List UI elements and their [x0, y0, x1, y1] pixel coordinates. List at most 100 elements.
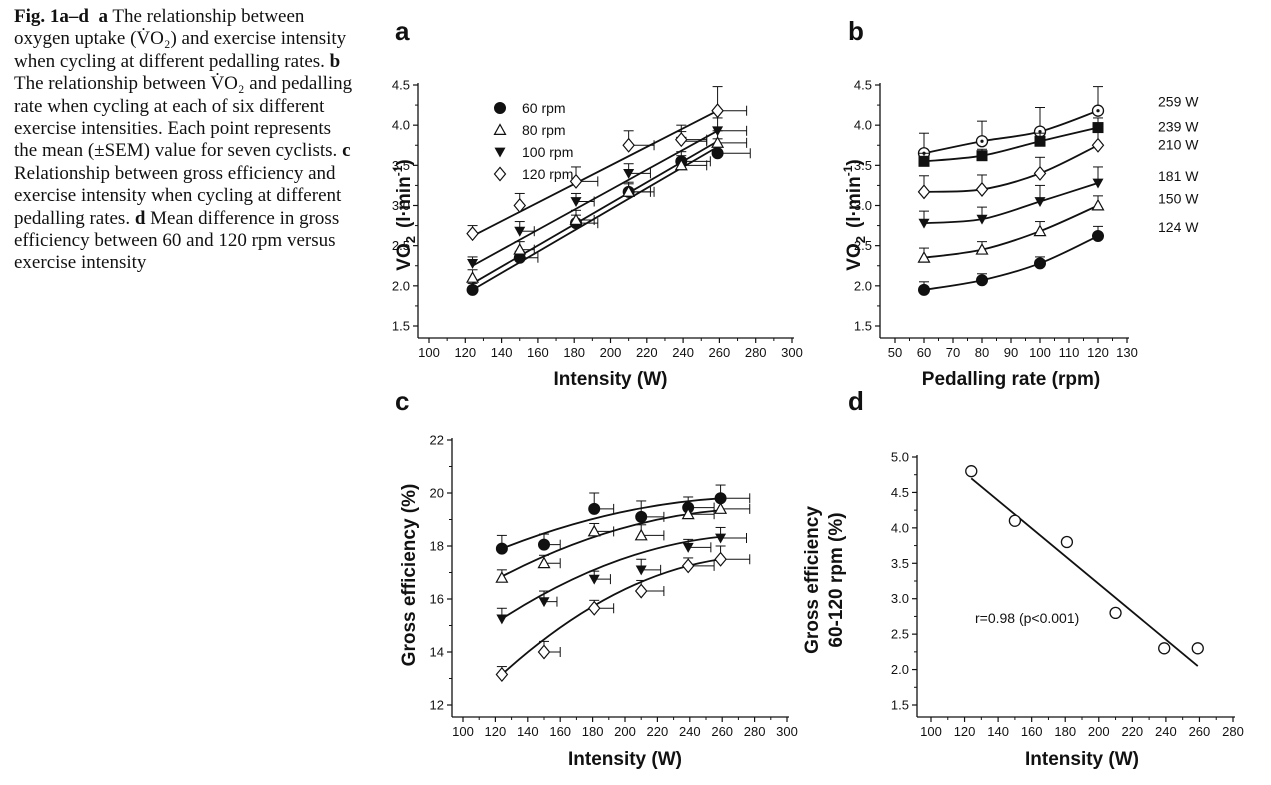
data-point	[682, 542, 694, 553]
y-label-main: VO	[394, 243, 415, 270]
data-point	[467, 258, 479, 269]
series-b-4: 150 W	[917, 191, 1199, 263]
data-point	[715, 533, 727, 544]
y-label-sub: 2	[403, 236, 418, 243]
y-tick-label-c: 14	[430, 645, 444, 660]
x-tick-label-a: 300	[781, 345, 803, 360]
panel-label-a: a	[395, 16, 410, 46]
series-c-2	[496, 526, 747, 625]
x-tick-label-c: 220	[647, 724, 669, 739]
data-point	[587, 600, 601, 616]
series-label: 181 W	[1158, 168, 1199, 184]
y-tick-label-d: 3.0	[891, 591, 909, 606]
data-point	[588, 574, 600, 585]
x-tick-label-a: 240	[672, 345, 694, 360]
x-tick-label-c: 180	[582, 724, 604, 739]
x-tick-label-d: 240	[1155, 724, 1177, 739]
figure-caption: Fig. 1a–d a The relationship between oxy…	[14, 6, 359, 275]
data-point	[635, 565, 647, 576]
data-point	[537, 556, 551, 569]
y-label-sub: 2	[853, 236, 868, 243]
series-label: 150 W	[1158, 191, 1199, 207]
chart-b: b 1.5 2.0 2.5 3.0 3.5 4.0 4.5 50 60 70 80 90 100 110 12…	[841, 16, 1199, 390]
y-tick-label-c: 22	[430, 433, 444, 448]
data-point	[622, 185, 636, 197]
data-point	[538, 538, 550, 551]
data-point	[976, 150, 988, 162]
data-point	[623, 168, 635, 179]
y-axis-label-a: VO2 (l·min-1)	[391, 159, 418, 270]
data-point-dot	[980, 139, 984, 143]
data-point	[1158, 642, 1171, 655]
data-point-dot	[1038, 129, 1042, 134]
data-point	[1091, 198, 1105, 211]
y-tick-label-b: 3.0	[854, 198, 872, 213]
data-point	[918, 218, 930, 229]
caption-d-letter: d	[134, 207, 146, 229]
series-curve	[923, 235, 1099, 291]
series-curve	[923, 109, 1099, 155]
y-tick-label-a: 1.5	[392, 319, 410, 334]
data-point	[975, 242, 989, 255]
chart-d: d 1.5 2.0 2.5 3.0 3.5 4.0 4.5 5.0 100 120 140 160 180…	[802, 386, 1244, 770]
fit-line	[472, 140, 719, 285]
x-tick-label-d: 140	[987, 724, 1009, 739]
x-axis-label-c: Intensity (W)	[568, 749, 682, 770]
x-tick-label-b: 80	[975, 345, 989, 360]
data-point	[917, 184, 931, 200]
y-label-close: )	[394, 159, 415, 165]
y-tick-label-d: 5.0	[891, 450, 909, 465]
x-tick-label-a: 220	[636, 345, 658, 360]
y-tick-label-a: 4.0	[392, 118, 410, 133]
x-tick-label-c: 300	[776, 724, 798, 739]
series-a-0: 60 rpm	[466, 100, 751, 296]
series-label: 124 W	[1158, 219, 1199, 235]
y-label-line2: 60-120 rpm (%)	[826, 512, 847, 647]
data-point	[976, 214, 988, 225]
data-point	[634, 528, 648, 541]
x-tick-label-a: 160	[527, 345, 549, 360]
x-tick-label-b: 110	[1059, 345, 1080, 360]
caption-b-letter: b	[329, 50, 341, 72]
legend-marker	[493, 123, 507, 135]
data-point	[495, 571, 509, 583]
series-c-1	[495, 497, 751, 583]
caption-heading: Fig. 1a–d	[14, 6, 89, 27]
y-tick-label-c: 12	[430, 698, 444, 713]
x-tick-label-a: 120	[454, 345, 476, 360]
data-point	[1033, 224, 1047, 237]
series-c-0	[495, 484, 751, 555]
data-point	[634, 583, 648, 599]
series-b-1: 239 W	[918, 117, 1199, 167]
data-point	[681, 507, 695, 520]
x-tick-label-d: 220	[1121, 724, 1143, 739]
data-point	[712, 126, 724, 137]
data-point	[513, 197, 527, 214]
data-point	[711, 103, 724, 119]
caption-a-letter: a	[98, 6, 108, 27]
data-point	[1092, 230, 1104, 243]
x-tick-label-b: 120	[1087, 345, 1109, 360]
chart-c: c 12 14 16 18 20 22 100 120 140 160 180 200 220 240 260…	[395, 386, 798, 770]
x-tick-label-c: 280	[744, 724, 766, 739]
series-b-2: 210 W	[917, 128, 1199, 200]
data-point	[538, 597, 550, 608]
legend-marker	[494, 102, 506, 114]
y-tick-label-a: 3.0	[392, 198, 410, 213]
y-tick-label-a: 4.5	[392, 78, 410, 93]
data-point	[1060, 535, 1074, 549]
y-tick-label-c: 16	[430, 592, 444, 607]
y-tick-label-a: 3.5	[392, 158, 410, 173]
y-tick-label-c: 18	[430, 539, 444, 554]
x-tick-label-b: 60	[917, 345, 931, 360]
y-tick-label-d: 2.5	[891, 627, 909, 642]
x-tick-label-c: 200	[614, 724, 636, 739]
data-point	[918, 283, 930, 296]
series-curve	[923, 204, 1099, 259]
data-point	[466, 271, 480, 283]
series-label: 210 W	[1158, 136, 1199, 152]
y-tick-label-b: 3.5	[854, 158, 872, 173]
y-axis-label-d: Gross efficiency 60-120 rpm (%)	[802, 506, 847, 654]
data-point	[711, 136, 725, 148]
